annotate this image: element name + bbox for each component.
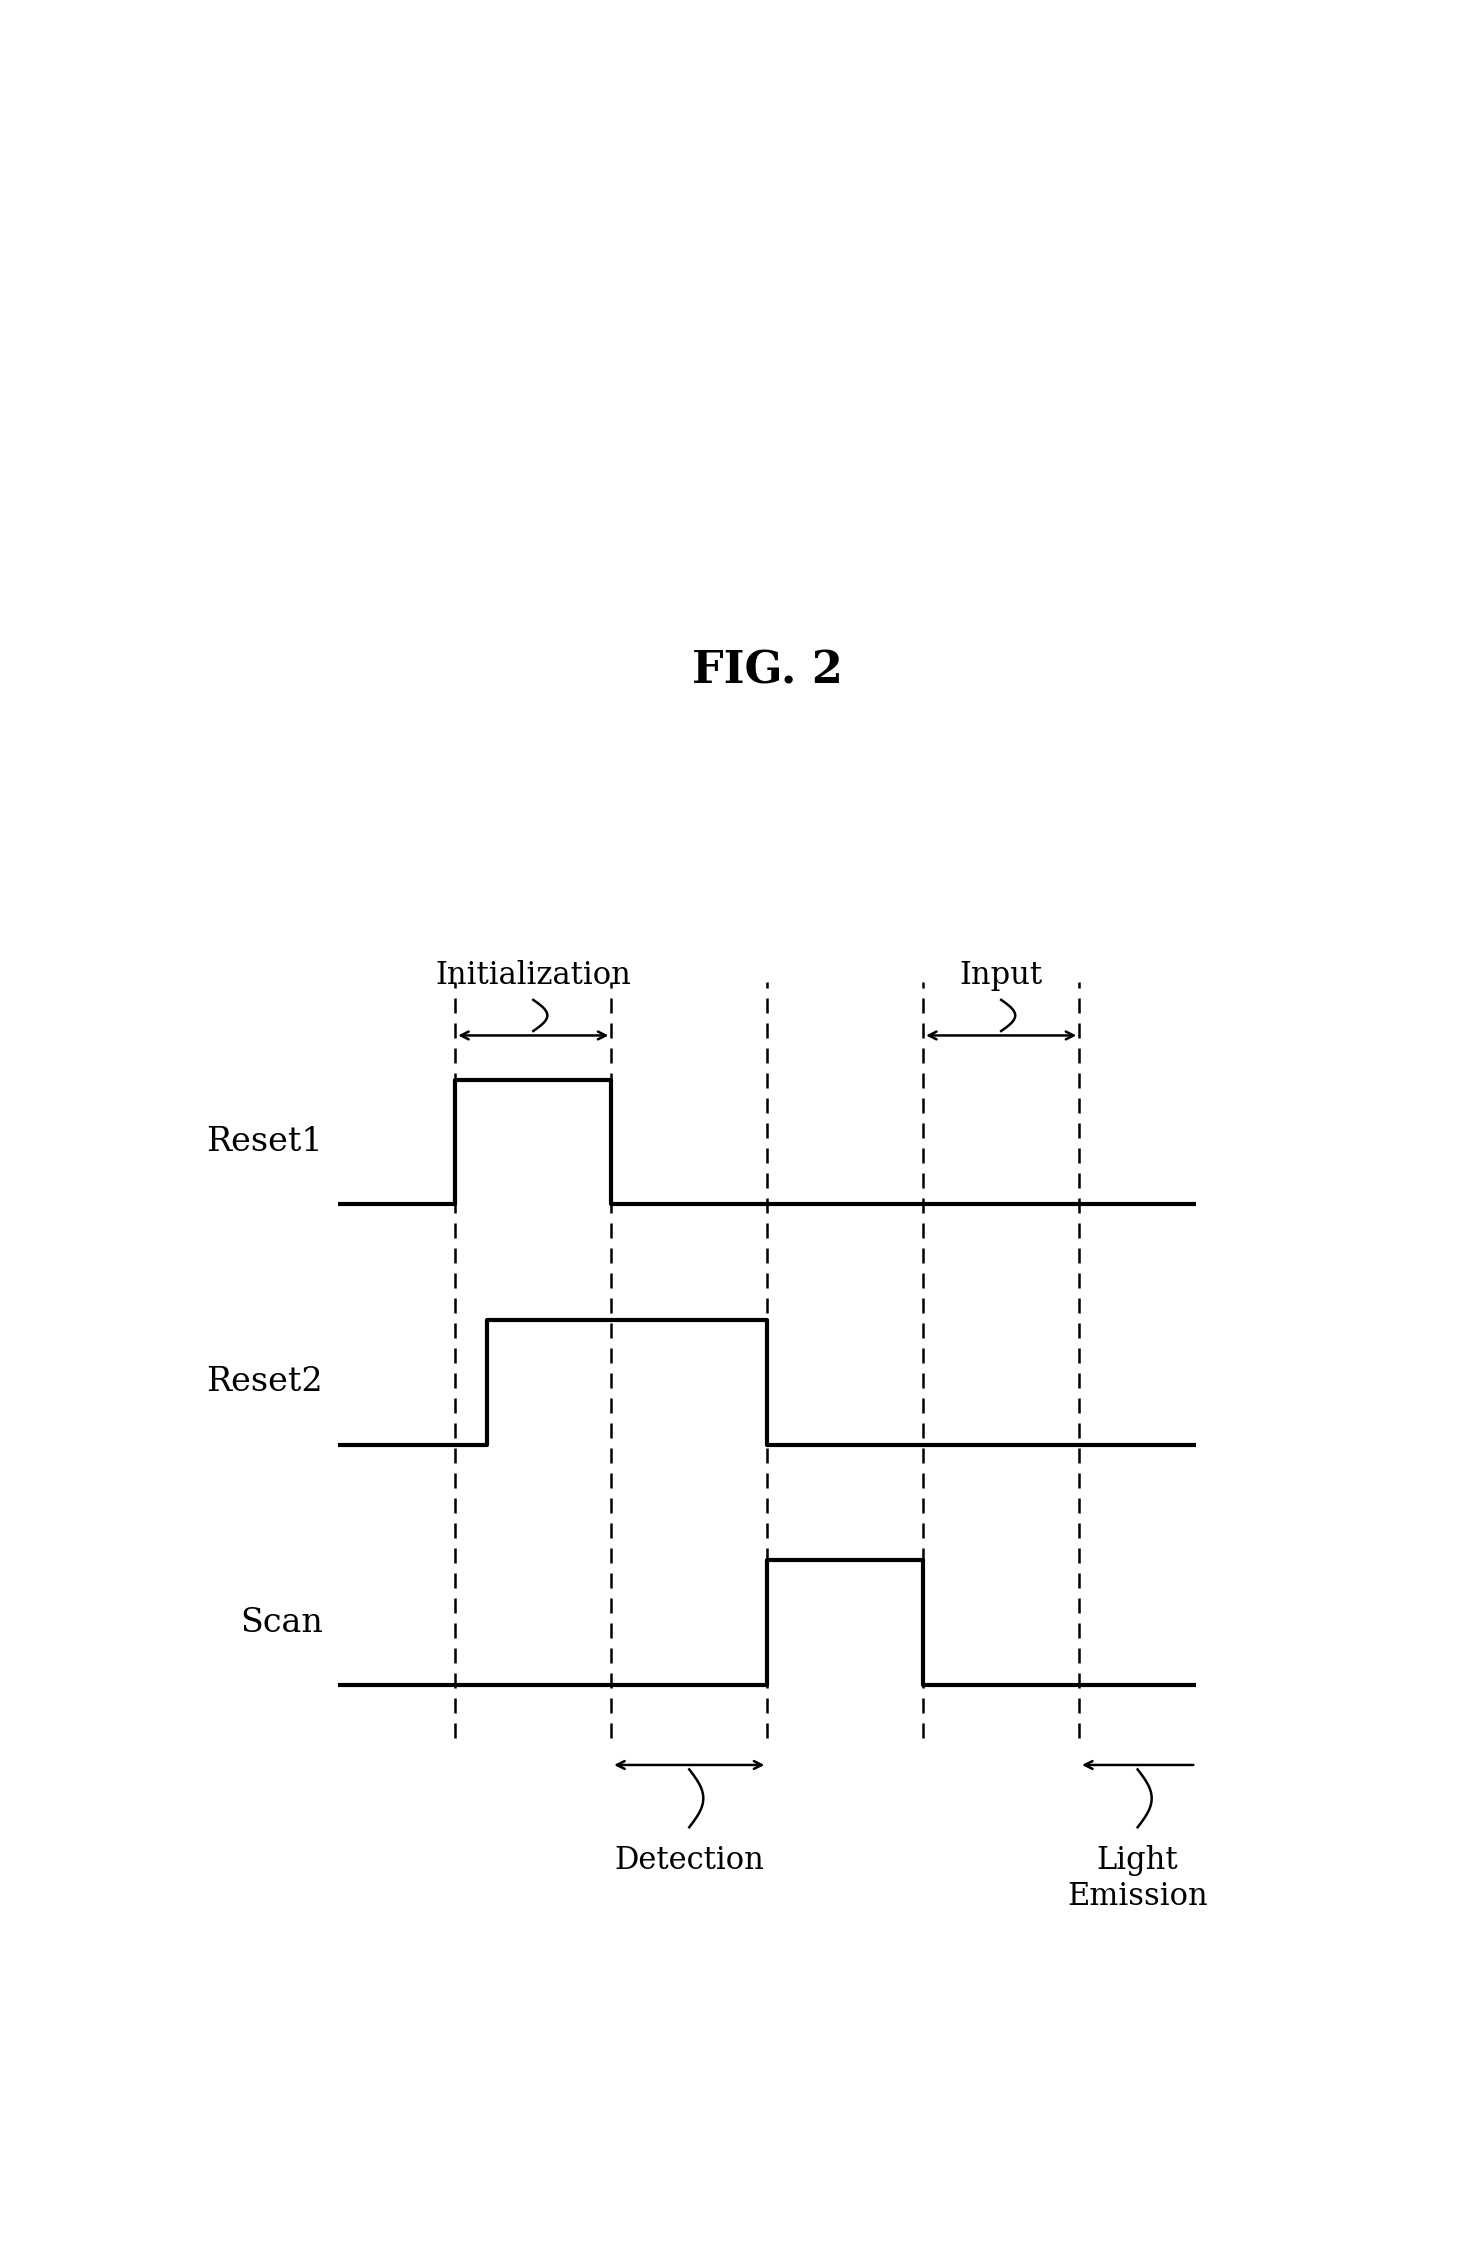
Text: Scan: Scan <box>239 1606 322 1638</box>
Text: FIG. 2: FIG. 2 <box>692 649 843 692</box>
Text: Reset2: Reset2 <box>206 1365 322 1399</box>
Text: Light
Emission: Light Emission <box>1068 1845 1208 1913</box>
Text: Reset1: Reset1 <box>206 1126 322 1158</box>
Text: Initialization: Initialization <box>435 960 632 991</box>
Text: Input: Input <box>960 960 1043 991</box>
Text: Detection: Detection <box>614 1845 765 1877</box>
